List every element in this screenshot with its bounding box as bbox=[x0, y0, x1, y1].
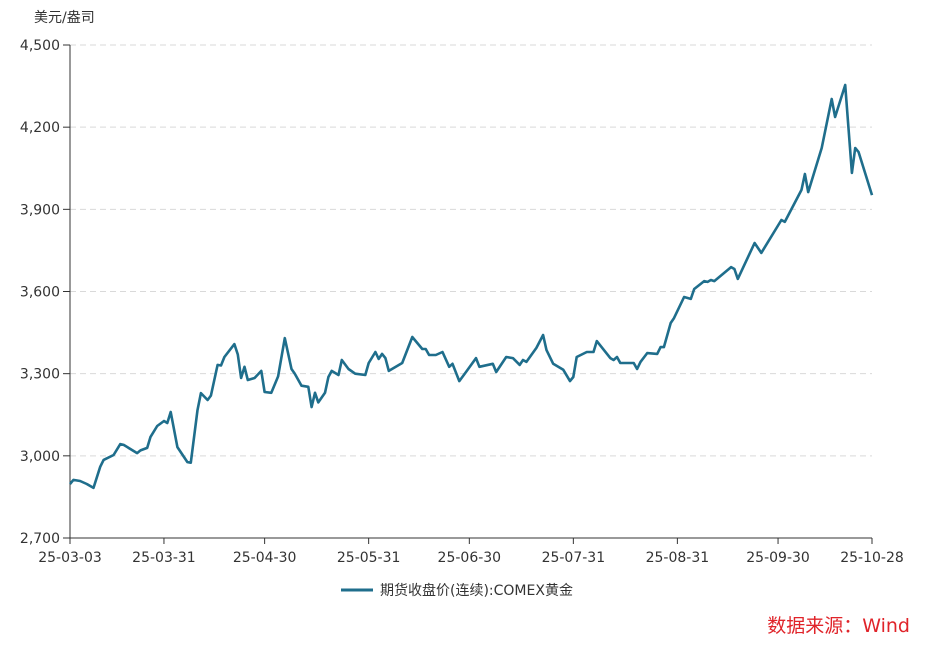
x-axis-ticks: 25-03-03 25-03-31 25-04-30 25-05-31 25-06-30… bbox=[38, 538, 904, 566]
y-tick-label: 3,600 bbox=[20, 285, 60, 301]
x-tick-label: 25-07-31 bbox=[542, 550, 606, 566]
x-tick-label: 25-08-31 bbox=[646, 550, 710, 566]
legend-label: 期货收盘价(连续):COMEX黄金 bbox=[380, 582, 573, 599]
x-tick-label: 25-10-28 bbox=[840, 550, 904, 566]
x-tick-label: 25-03-03 bbox=[38, 550, 102, 566]
x-tick-label: 25-04-30 bbox=[233, 550, 297, 566]
x-tick-label: 25-03-31 bbox=[132, 550, 196, 566]
source-note: 数据来源：Wind bbox=[767, 615, 910, 637]
y-tick-label: 3,900 bbox=[20, 202, 60, 218]
y-tick-label: 3,000 bbox=[20, 449, 60, 465]
x-tick-label: 25-06-30 bbox=[438, 550, 502, 566]
y-tick-label: 4,200 bbox=[20, 120, 60, 136]
y-axis-unit-label: 美元/盎司 bbox=[34, 10, 95, 26]
y-tick-label: 4,500 bbox=[20, 38, 60, 54]
series-line-comex-gold bbox=[68, 83, 874, 490]
y-tick-label: 2,700 bbox=[20, 531, 60, 547]
x-tick-label: 25-09-30 bbox=[746, 550, 810, 566]
y-tick-label: 3,300 bbox=[20, 367, 60, 383]
legend[interactable]: 期货收盘价(连续):COMEX黄金 bbox=[341, 582, 573, 599]
gridlines bbox=[70, 44, 872, 457]
x-tick-label: 25-05-31 bbox=[337, 550, 401, 566]
y-axis-ticks: 2,700 3,000 3,300 3,600 3,900 4,200 4,500 bbox=[20, 38, 70, 547]
